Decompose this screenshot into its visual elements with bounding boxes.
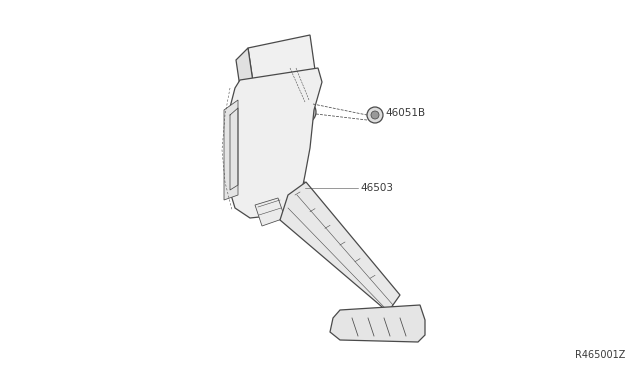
Circle shape <box>302 109 308 115</box>
Polygon shape <box>236 48 253 94</box>
Polygon shape <box>225 68 322 218</box>
Polygon shape <box>224 100 238 200</box>
Polygon shape <box>280 182 400 312</box>
Polygon shape <box>330 305 425 342</box>
Circle shape <box>298 105 312 119</box>
Polygon shape <box>255 198 285 226</box>
Text: 46503: 46503 <box>360 183 393 193</box>
Text: 46051B: 46051B <box>385 108 425 118</box>
Polygon shape <box>248 35 315 82</box>
Circle shape <box>294 101 316 123</box>
Circle shape <box>367 107 383 123</box>
Circle shape <box>371 111 379 119</box>
Text: R465001Z: R465001Z <box>575 350 625 360</box>
